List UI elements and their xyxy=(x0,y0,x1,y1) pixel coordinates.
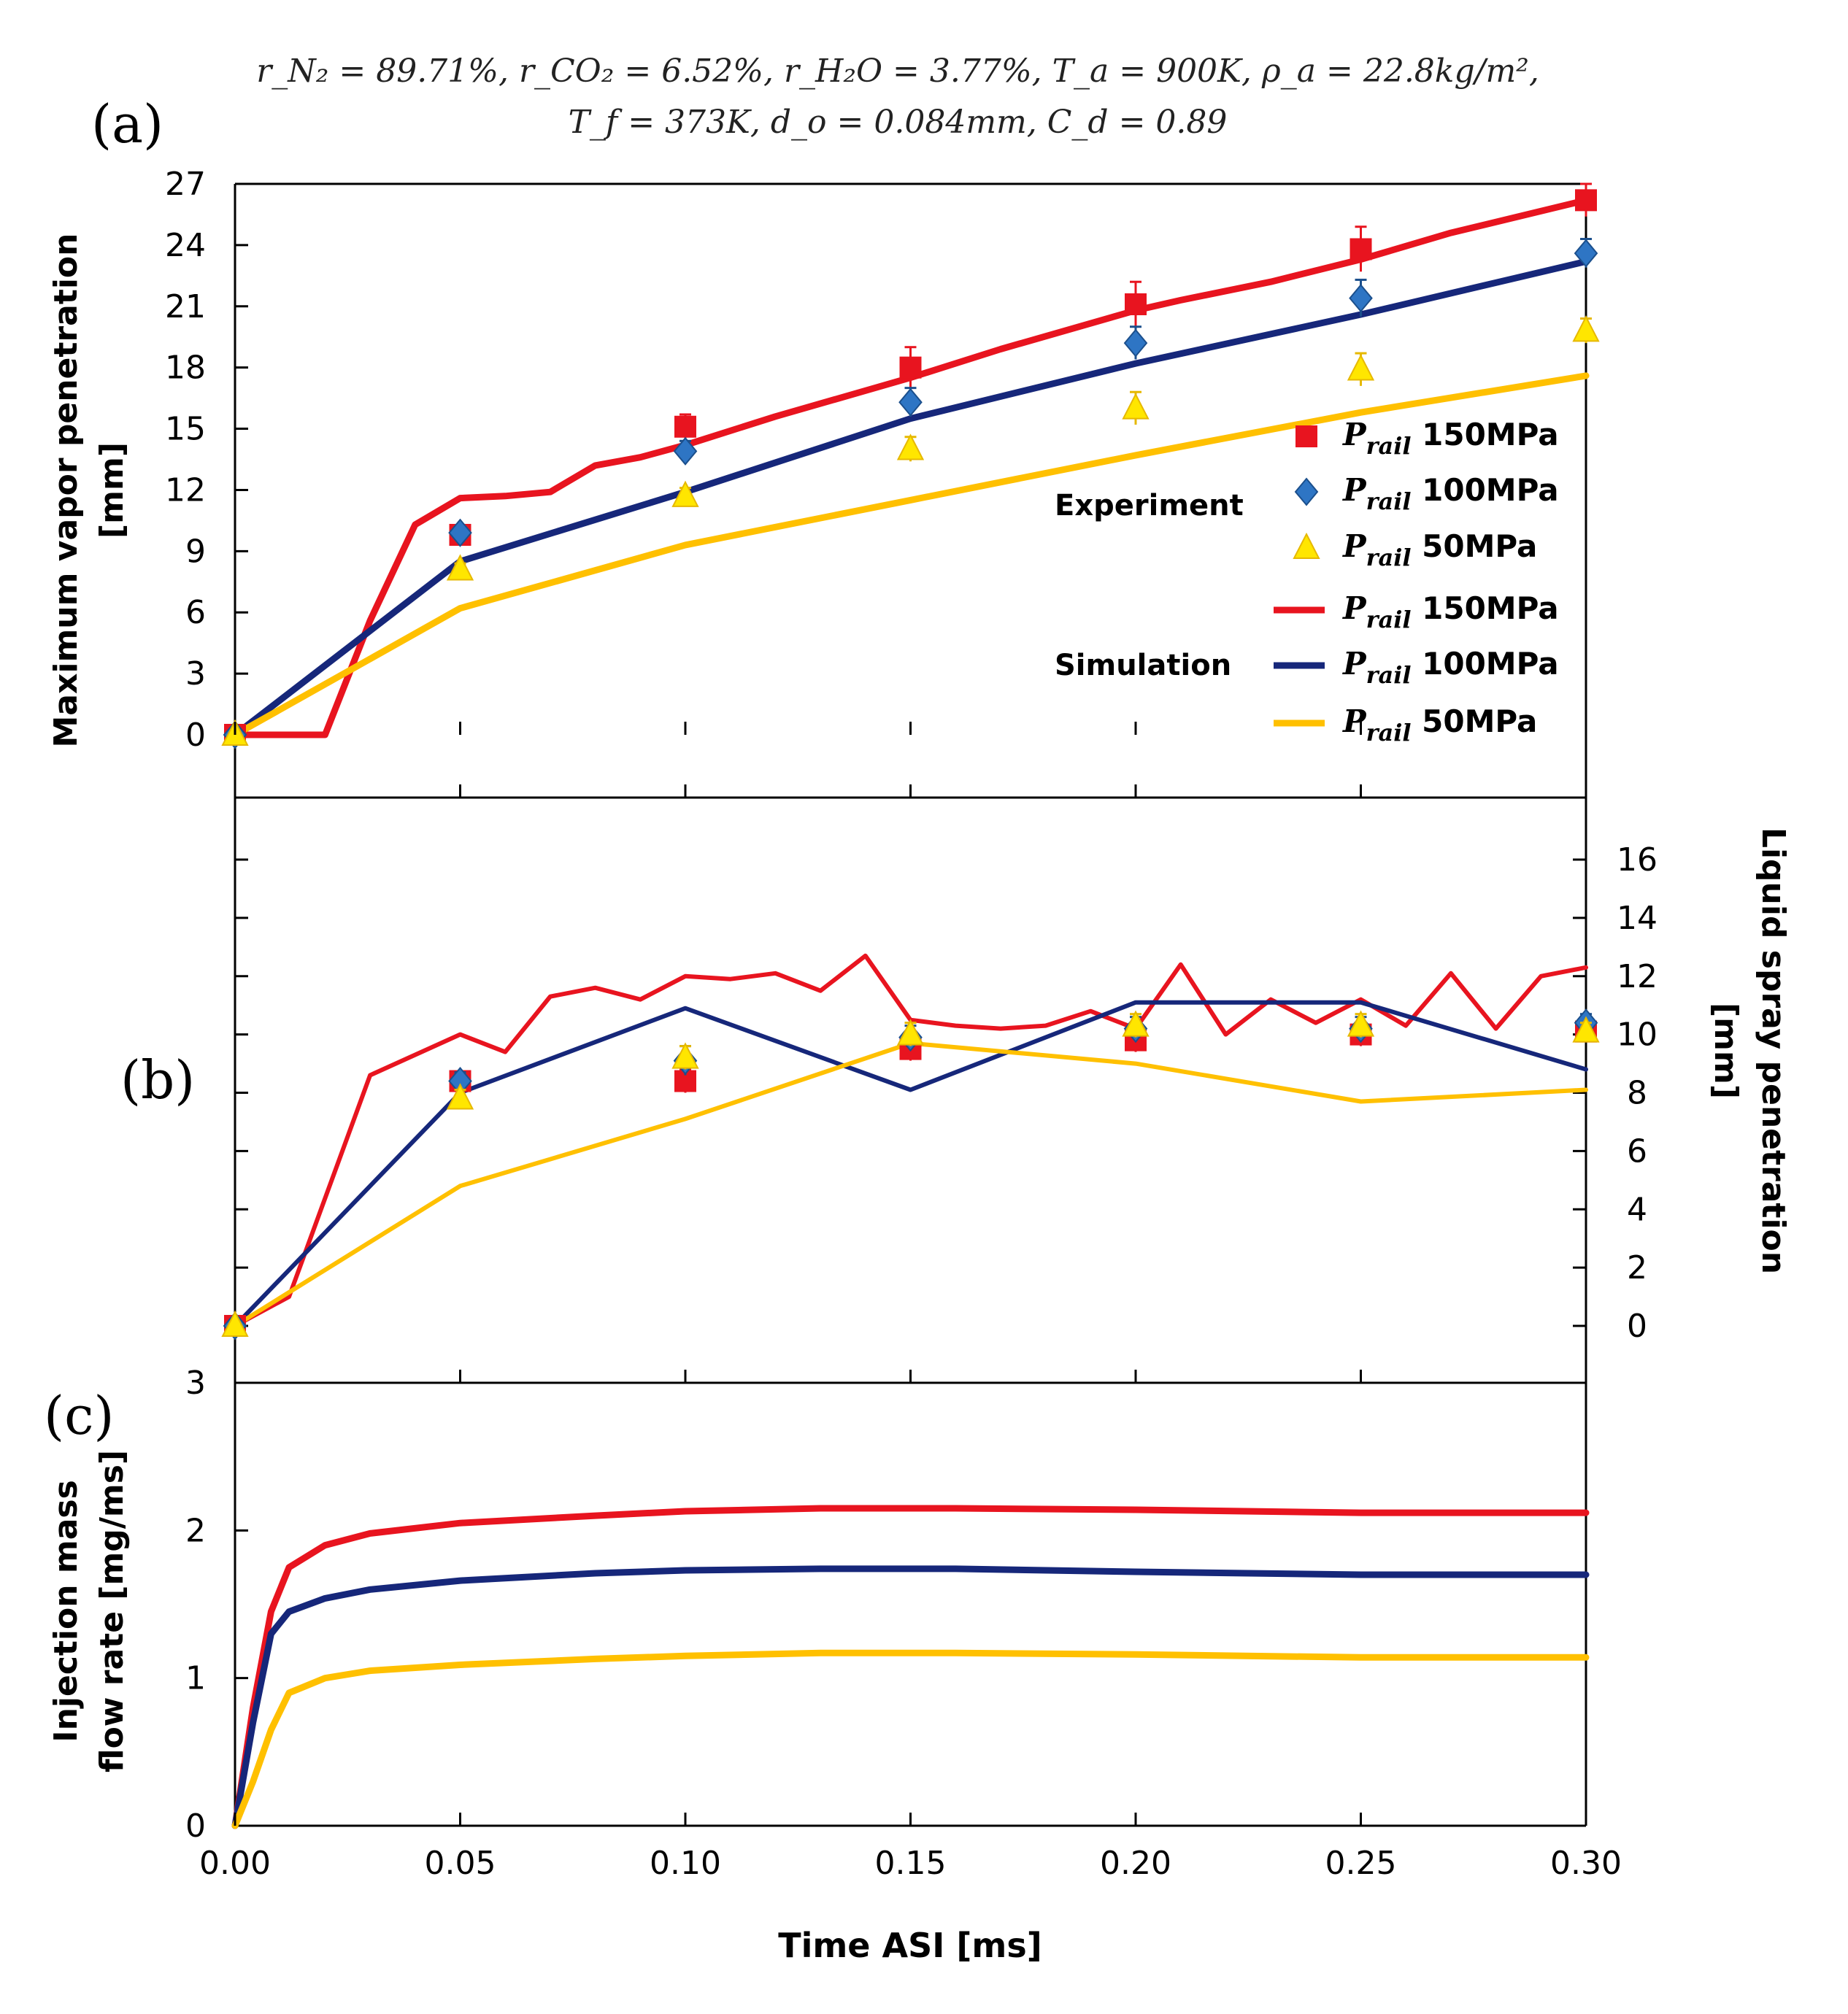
y-tick-label: 27 xyxy=(165,166,206,203)
y-tick-label: 0 xyxy=(185,1807,206,1845)
panel-a-vapor-penetration: 0 3 6 9 12 15 18 21 24 27 Maximum vapor penetrati… xyxy=(47,166,1600,754)
plot-frames xyxy=(234,182,1587,1827)
x-tick-label: 0.00 xyxy=(199,1845,271,1882)
y-tick-label: 10 xyxy=(1617,1016,1658,1054)
exp-marker-50mpa xyxy=(1572,1016,1600,1043)
exp-marker-150mpa xyxy=(1350,238,1372,261)
exp-marker-50mpa xyxy=(446,1083,474,1110)
y-tick-label: 4 xyxy=(1627,1191,1647,1228)
x-tick-label: 0.25 xyxy=(1325,1845,1397,1882)
x-axis: 0.00 0.05 0.10 0.15 0.20 0.25 0.30 xyxy=(199,722,1622,1882)
exp-marker-50mpa xyxy=(671,1042,699,1069)
panel-c-mass-flow-rate: 0 1 2 3 Injection mass flow rate [mg/ms] xyxy=(47,1365,1590,1845)
y-tick-label: 12 xyxy=(165,471,206,509)
exp-marker-50mpa xyxy=(1347,354,1375,381)
exp-marker-50mpa xyxy=(671,480,699,507)
legend-sim-text-50: Prail 50MPa xyxy=(1342,703,1537,746)
exp-marker-50mpa xyxy=(1122,393,1150,420)
legend-exp-marker-150 xyxy=(1295,425,1317,447)
sim-line-150mpa xyxy=(231,196,1590,738)
panel-a-label: (a) xyxy=(91,93,163,155)
exp-marker-50mpa xyxy=(1122,1010,1150,1037)
panel-b-ylabel-line1: Liquid spray penetration xyxy=(1755,827,1792,1274)
sim-line-50mpa xyxy=(233,1041,1588,1328)
panel-c-ylabel-line1: Injection mass xyxy=(47,1480,85,1743)
x-tick-label: 0.20 xyxy=(1100,1845,1171,1882)
legend-experiment-label: Experiment xyxy=(1055,489,1244,522)
exp-marker-50mpa xyxy=(1347,1010,1375,1037)
exp-marker-50mpa xyxy=(221,1310,249,1337)
y-tick-label: 0 xyxy=(1627,1308,1647,1345)
y-tick-label: 21 xyxy=(165,288,206,325)
exp-marker-50mpa xyxy=(446,554,474,581)
legend: Experiment Simulation Prail 150MPa Prail … xyxy=(1055,417,1559,746)
y-tick-label: 12 xyxy=(1617,958,1658,995)
legend-exp-text-100: Prail 100MPa xyxy=(1342,472,1559,515)
legend-exp-text-50: Prail 50MPa xyxy=(1342,528,1537,571)
exp-marker-150mpa xyxy=(899,356,922,379)
y-tick-label: 14 xyxy=(1617,900,1658,937)
legend-exp-marker-50 xyxy=(1293,532,1320,559)
y-tick-label: 0 xyxy=(185,717,206,754)
exp-marker-50mpa xyxy=(896,433,925,460)
exp-marker-150mpa xyxy=(1575,189,1597,212)
x-tick-label: 0.30 xyxy=(1550,1845,1622,1882)
y-tick-label: 3 xyxy=(185,1365,206,1402)
y-tick-label: 24 xyxy=(165,227,206,264)
exp-marker-100mpa xyxy=(1574,239,1598,268)
x-tick-label: 0.15 xyxy=(875,1845,947,1882)
panel-c-ylabel-line2: flow rate [mg/ms] xyxy=(93,1450,131,1772)
legend-sim-text-100: Prail 100MPa xyxy=(1342,646,1559,689)
y-tick-label: 18 xyxy=(165,350,206,387)
exp-marker-50mpa xyxy=(896,1019,925,1046)
y-tick-label: 6 xyxy=(185,594,206,631)
legend-exp-marker-100 xyxy=(1294,477,1319,506)
x-axis-label: Time ASI [ms] xyxy=(778,1926,1042,1965)
panel-b-ylabel-line2: [mm] xyxy=(1707,1003,1744,1099)
panel-c-label: (c) xyxy=(44,1385,115,1446)
legend-simulation-label: Simulation xyxy=(1055,649,1231,682)
x-tick-label: 0.05 xyxy=(425,1845,496,1882)
exp-marker-50mpa xyxy=(1572,315,1600,342)
exp-marker-100mpa xyxy=(898,387,923,417)
legend-exp-text-150: Prail 150MPa xyxy=(1342,417,1559,460)
sim-line-150mpa xyxy=(231,1505,1590,1829)
y-tick-label: 6 xyxy=(1627,1133,1647,1170)
y-tick-label: 3 xyxy=(185,655,206,692)
panel-b-label: (b) xyxy=(120,1049,195,1111)
y-tick-label: 9 xyxy=(185,533,206,570)
header-line-2: T_f = 373K, d_o = 0.084mm, C_d = 0.89 xyxy=(569,104,1228,141)
y-tick-label: 2 xyxy=(1627,1249,1647,1286)
y-tick-label: 16 xyxy=(1617,841,1658,879)
sim-line-100mpa xyxy=(231,1565,1590,1829)
legend-sim-text-150: Prail 150MPa xyxy=(1342,590,1559,633)
exp-marker-150mpa xyxy=(1125,293,1147,315)
header-line-1: r_N₂ = 89.71%, r_CO₂ = 6.52%, r_H₂O = 3.… xyxy=(256,53,1539,90)
panel-b-liquid-penetration: 0 2 4 6 8 10 12 14 16 Liquid spray penetration [… xyxy=(221,827,1792,1345)
y-tick-label: 15 xyxy=(165,411,206,448)
exp-marker-100mpa xyxy=(1123,328,1148,358)
sim-line-50mpa xyxy=(231,372,1590,738)
y-tick-label: 8 xyxy=(1627,1075,1647,1112)
panel-a-ylabel-line1: Maximum vapor penetration xyxy=(47,234,85,748)
exp-marker-100mpa xyxy=(1349,284,1373,313)
x-tick-label: 0.10 xyxy=(650,1845,721,1882)
y-tick-label: 2 xyxy=(185,1512,206,1549)
y-tick-label: 1 xyxy=(185,1660,206,1697)
panel-a-ylabel-line2: [mm] xyxy=(93,442,131,539)
exp-marker-150mpa xyxy=(674,415,696,438)
exp-marker-100mpa xyxy=(673,436,698,466)
sim-line-50mpa xyxy=(231,1649,1590,1829)
exp-marker-100mpa xyxy=(448,518,472,547)
